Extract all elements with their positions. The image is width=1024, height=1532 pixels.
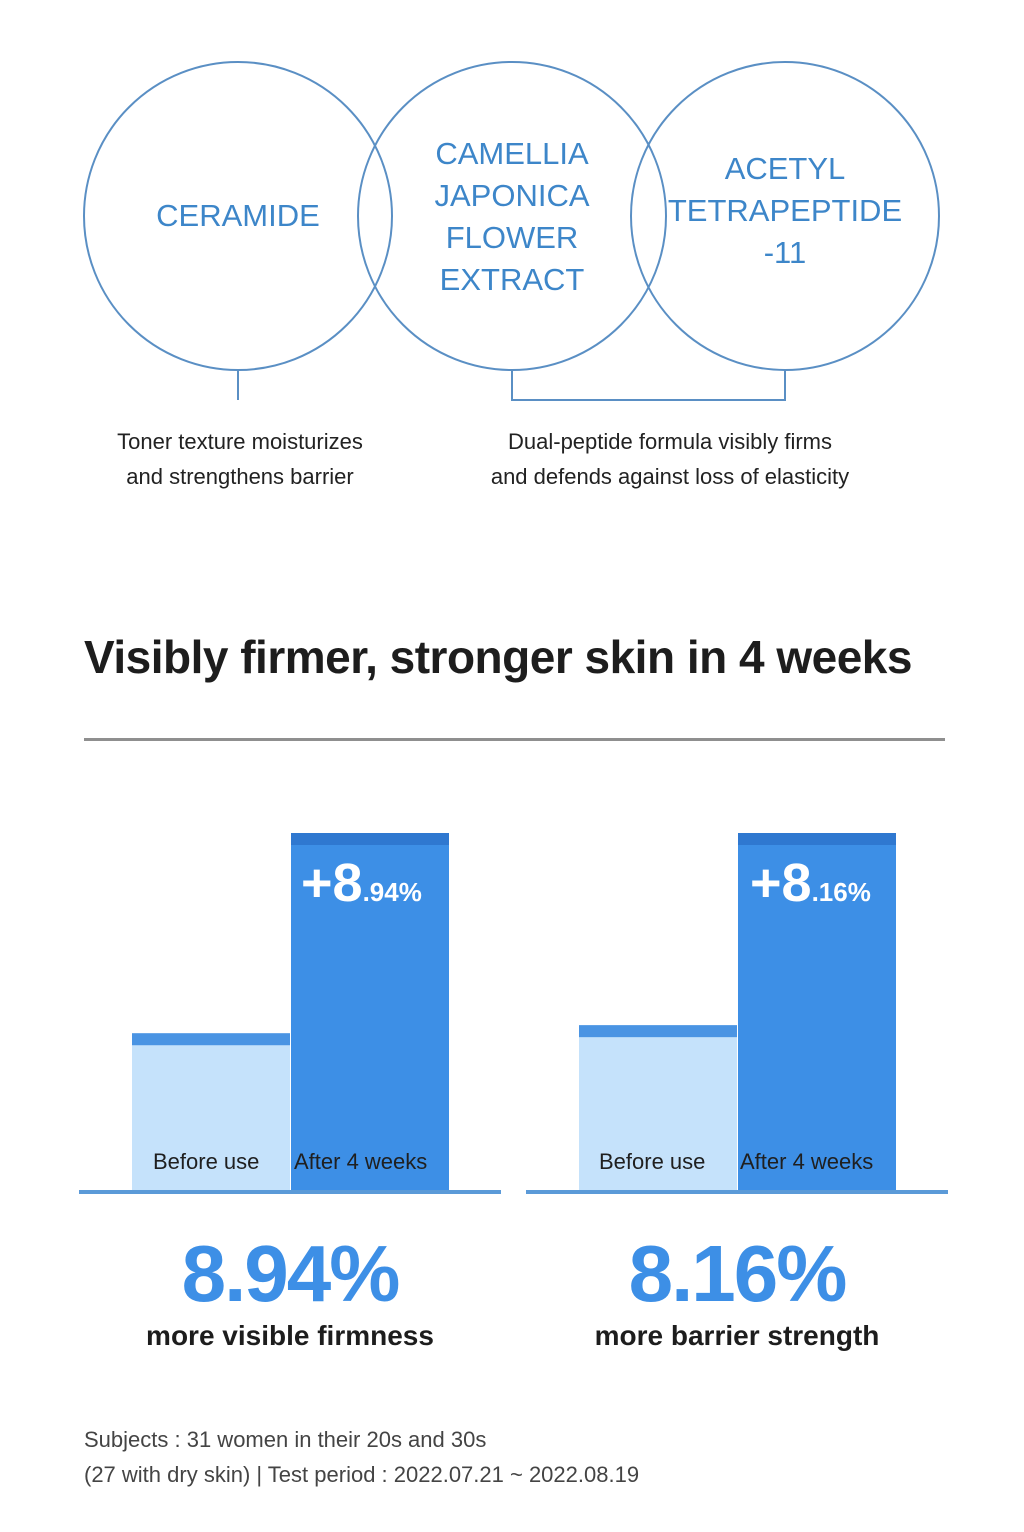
- chart-baseline: [79, 1190, 501, 1194]
- bar-after-badge: +8.94%: [301, 852, 422, 914]
- footnote-line-2: (27 with dry skin) | Test period : 2022.…: [84, 1462, 640, 1487]
- bar-label-before: Before use: [599, 1149, 706, 1174]
- connector-right: [511, 370, 786, 401]
- divider: [84, 738, 945, 741]
- bar-before-cap: [579, 1025, 737, 1038]
- headline: Visibly firmer, stronger skin in 4 weeks: [84, 631, 912, 683]
- bar-after: [738, 833, 896, 1190]
- badge-big: +8: [750, 853, 812, 913]
- ingredient-label-peptide: ACETYL TETRAPEPTIDE -11: [667, 151, 903, 270]
- footnote-line-1: Subjects : 31 women in their 20s and 30s: [84, 1427, 487, 1452]
- ingredient-diagram: [83, 61, 940, 401]
- bar-after-cap: [738, 833, 896, 845]
- ingredient-label-camellia: CAMELLIA JAPONICA FLOWER EXTRACT: [434, 136, 590, 297]
- chart-baseline: [526, 1190, 948, 1194]
- bar-before: [579, 1025, 737, 1190]
- stat-caption-barrier: more barrier strength: [594, 1320, 880, 1351]
- caption-right: Dual-peptide formula visibly firms and d…: [490, 429, 850, 489]
- ingredient-label-ceramide: CERAMIDE: [156, 198, 320, 233]
- bar-label-before: Before use: [153, 1149, 260, 1174]
- bar-after-badge: +8.16%: [750, 852, 871, 914]
- caption-left: Toner texture moisturizes and strengthen…: [117, 429, 363, 489]
- chart-firmness: +8.94% Before use After 4 weeks: [79, 800, 501, 1200]
- footnote: Subjects : 31 women in their 20s and 30s…: [84, 1422, 884, 1492]
- bar-after-cap: [291, 833, 449, 845]
- badge-small: .16%: [811, 877, 871, 907]
- bar-label-after: After 4 weeks: [294, 1149, 428, 1174]
- stat-caption-firmness: more visible firmness: [146, 1320, 434, 1351]
- badge-small: .94%: [362, 877, 422, 907]
- badge-big: +8: [301, 853, 363, 913]
- bar-before-cap: [132, 1033, 290, 1046]
- bar-before: [132, 1033, 290, 1190]
- stat-firmness: 8.94%: [181, 1229, 401, 1318]
- bar-label-after: After 4 weeks: [740, 1149, 874, 1174]
- bar-after: [291, 833, 449, 1190]
- stat-barrier: 8.16%: [628, 1229, 848, 1318]
- chart-barrier: +8.16% Before use After 4 weeks: [526, 800, 948, 1200]
